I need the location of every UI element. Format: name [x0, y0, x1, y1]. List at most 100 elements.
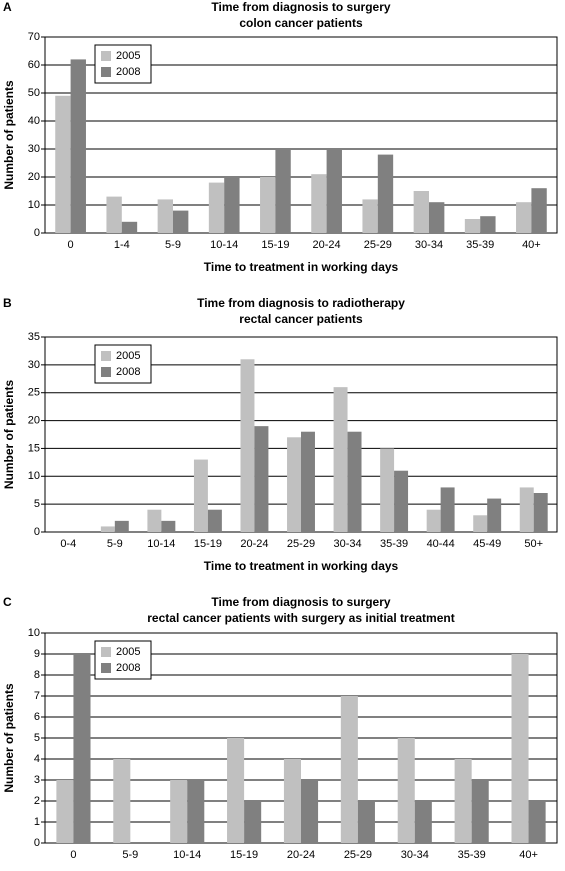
legend-swatch [101, 51, 111, 61]
bar [254, 426, 269, 532]
bar [519, 487, 534, 532]
legend-swatch [101, 647, 111, 657]
y-tick-label: 20 [28, 414, 40, 426]
bar [454, 759, 472, 843]
y-tick-label: 6 [34, 711, 40, 723]
bar [426, 509, 441, 532]
bar [429, 202, 445, 233]
y-tick-label: 70 [28, 31, 40, 43]
legend-label: 2008 [116, 366, 140, 378]
x-tick-label: 15-19 [230, 849, 258, 861]
legend-swatch [101, 67, 111, 77]
y-tick-label: 10 [28, 470, 40, 482]
legend-label: 2005 [116, 350, 140, 362]
y-tick-label: 4 [34, 753, 40, 765]
bar [244, 801, 262, 843]
y-tick-label: 60 [28, 59, 40, 71]
x-tick-label: 10-14 [173, 849, 201, 861]
bar [357, 801, 375, 843]
x-tick-label: 0 [70, 849, 76, 861]
bar [516, 202, 532, 233]
chart-subtitle: rectal cancer patients [239, 312, 363, 326]
bar [333, 387, 348, 532]
x-axis-label: Time to treatment in working days [204, 260, 399, 274]
legend-label: 2008 [116, 662, 140, 674]
bar [380, 448, 395, 532]
bar [440, 487, 455, 532]
bar [161, 520, 176, 532]
y-tick-label: 50 [28, 87, 40, 99]
bar [113, 759, 131, 843]
x-tick-label: 15-19 [194, 538, 222, 550]
x-tick-label: 5-9 [122, 849, 138, 861]
y-axis-label: Number of patients [2, 683, 16, 793]
legend-swatch [101, 351, 111, 361]
bar [240, 359, 255, 532]
x-tick-label: 20-24 [240, 538, 268, 550]
bar [73, 654, 91, 843]
x-tick-label: 25-29 [287, 538, 315, 550]
bar [377, 154, 394, 233]
y-tick-label: 7 [34, 690, 40, 702]
bar [287, 437, 301, 532]
bar [227, 738, 245, 843]
bar [147, 509, 162, 532]
bar [56, 780, 74, 843]
y-tick-label: 0 [34, 526, 40, 538]
legend-swatch [101, 367, 111, 377]
bar [260, 177, 276, 233]
bar [326, 149, 342, 233]
bar [311, 174, 327, 233]
x-tick-label: 40-44 [427, 538, 455, 550]
bar [464, 219, 481, 233]
y-tick-label: 2 [34, 795, 40, 807]
y-tick-label: 40 [28, 115, 40, 127]
bar [170, 780, 188, 843]
x-axis-label: Time to treatment in working days [204, 559, 399, 573]
bar [511, 654, 529, 843]
x-tick-label: 10-14 [147, 538, 175, 550]
chart-title: Time from diagnosis to surgery [211, 0, 390, 14]
x-tick-label: 0-4 [60, 538, 76, 550]
bar [275, 149, 291, 233]
x-tick-label: 50+ [524, 538, 543, 550]
x-tick-label: 30-34 [333, 538, 361, 550]
chart-subtitle: rectal cancer patients with surgery as i… [147, 611, 454, 625]
legend-label: 2005 [116, 50, 140, 62]
bar [413, 191, 429, 233]
bar [362, 199, 378, 233]
x-tick-label: 30-34 [415, 239, 443, 251]
y-tick-label: 0 [34, 227, 40, 239]
y-tick-label: 9 [34, 648, 40, 660]
x-tick-label: 0 [68, 239, 74, 251]
chart-title: Time from diagnosis to surgery [211, 595, 390, 609]
panel-label: A [3, 0, 12, 14]
x-tick-label: 45-49 [473, 538, 501, 550]
y-tick-label: 30 [28, 359, 40, 371]
bar [100, 526, 115, 532]
bar [471, 780, 489, 843]
y-axis-label: Number of patients [2, 380, 16, 490]
y-tick-label: 10 [28, 199, 40, 211]
y-tick-label: 25 [28, 387, 40, 399]
x-tick-label: 35-39 [380, 538, 408, 550]
bar [208, 182, 225, 233]
bar [340, 696, 358, 843]
bar [347, 431, 362, 532]
x-tick-label: 35-39 [466, 239, 494, 251]
y-tick-label: 3 [34, 774, 40, 786]
y-tick-label: 20 [28, 171, 40, 183]
bar [187, 780, 205, 843]
bar [207, 509, 222, 532]
bar [173, 210, 189, 233]
bar [528, 801, 546, 843]
x-tick-label: 1-4 [114, 239, 130, 251]
y-tick-label: 5 [34, 732, 40, 744]
bar [487, 498, 502, 532]
bar [70, 59, 86, 234]
x-tick-label: 20-24 [313, 239, 341, 251]
chart-title: Time from diagnosis to radiotherapy [197, 296, 405, 310]
bar [533, 493, 548, 532]
